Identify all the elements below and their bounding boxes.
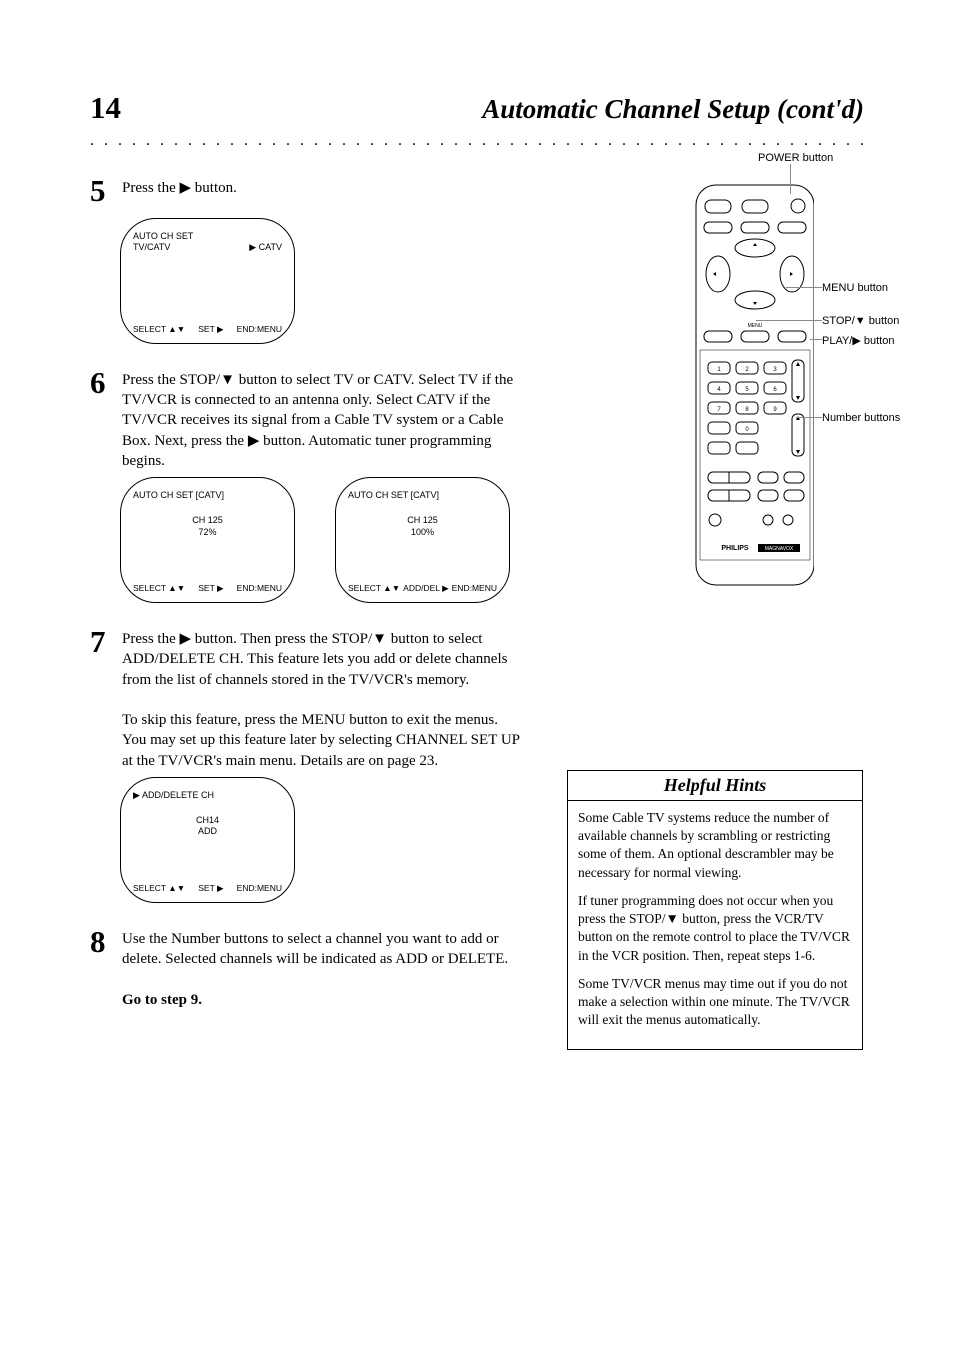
text: To skip this feature, press the MENU but…: [122, 712, 519, 769]
label: SET: [198, 883, 214, 893]
separator-dots: . . . . . . . . . . . . . . . . . . . . …: [90, 132, 864, 150]
arrows-icon: ▲▼: [168, 583, 185, 593]
page-title: Automatic Channel Setup (cont'd): [482, 94, 864, 125]
step-6: 6 Press the STOP/▼ button to select TV o…: [90, 362, 520, 471]
menu-item: TV/CATV: [133, 242, 170, 253]
power-label: POWER button: [758, 152, 833, 164]
label: END:MENU: [237, 324, 282, 335]
text: Go to step 9.: [122, 992, 202, 1008]
text: Press the: [122, 631, 180, 647]
menu-percent: 72%: [133, 527, 282, 538]
onscreen-menu-6b: AUTO CH SET [CATV] CH 125 100% SELECT ▲▼…: [335, 477, 510, 603]
leader-line: [810, 339, 822, 340]
label: SELECT: [133, 324, 166, 334]
leader-line: [796, 417, 822, 418]
leader-line: [790, 164, 791, 194]
page-number: 14: [90, 90, 121, 126]
menu-channel: CH14: [133, 815, 282, 826]
step-5: 5 Press the ▶ button.: [90, 170, 520, 212]
label: SELECT: [348, 583, 381, 593]
menu-percent: 100%: [348, 527, 497, 538]
step-7: 7 Press the ▶ button. Then press the STO…: [90, 621, 520, 771]
leader-line: [756, 320, 822, 321]
menu-item: AUTO CH SET: [133, 231, 193, 242]
arrows-icon: ▲▼: [168, 883, 185, 893]
label: SELECT: [133, 583, 166, 593]
menu-item: ADD/DELETE CH: [142, 790, 214, 800]
menu-value: ADD: [133, 826, 282, 837]
arrow-icon: ▶: [442, 583, 449, 593]
label: SET: [198, 583, 214, 593]
tips-paragraph: Some TV/VCR menus may time out if you do…: [578, 975, 852, 1030]
tips-title: Helpful Hints: [568, 771, 862, 801]
stop-label: STOP/▼ button: [822, 315, 899, 327]
menu-channel: CH 125: [348, 515, 497, 526]
menu-title: AUTO CH SET [CATV]: [133, 490, 282, 501]
remote-diagram: POWER button MENU button STOP/▼ button P…: [600, 170, 814, 590]
svg-text:MENU: MENU: [748, 323, 763, 329]
arrows-icon: ▲▼: [383, 583, 400, 593]
step-number: 6: [90, 362, 122, 404]
leader-line: [786, 287, 822, 288]
label: ADD/DEL: [403, 583, 440, 593]
menu-title: AUTO CH SET [CATV]: [348, 490, 497, 501]
arrow-icon: ▶: [217, 883, 224, 893]
menu-channel: CH 125: [133, 515, 282, 526]
arrow-icon: ▶: [217, 583, 224, 593]
text: Press the: [122, 180, 180, 196]
text: Use the Number buttons to select a chann…: [122, 931, 508, 967]
label: END:MENU: [452, 583, 497, 594]
label: SET: [198, 324, 214, 334]
text: button.: [191, 180, 237, 196]
down-icon: ▼: [372, 630, 387, 647]
step-number: 8: [90, 921, 122, 963]
play-icon: ▶: [180, 179, 192, 196]
tips-paragraph: Some Cable TV systems reduce the number …: [578, 809, 852, 882]
arrow-icon: ▶: [217, 324, 224, 334]
arrow-icon: ▶: [249, 242, 256, 252]
menu-label: MENU button: [822, 282, 888, 294]
number-label: Number buttons: [822, 412, 900, 424]
remote-svg: MENU 1 2 3 4 5 6 7 8 9 0: [600, 170, 814, 590]
menu-value: CATV: [259, 242, 282, 252]
label: END:MENU: [237, 883, 282, 894]
onscreen-menu-7: ▶ ADD/DELETE CH CH14 ADD SELECT ▲▼ SET ▶…: [120, 777, 295, 903]
step-number: 7: [90, 621, 122, 663]
svg-text:MAGNAVOX: MAGNAVOX: [765, 546, 794, 552]
play-icon: ▶: [180, 630, 192, 647]
helpful-hints-box: Helpful Hints Some Cable TV systems redu…: [567, 770, 863, 1050]
tips-paragraph: If tuner programming does not occur when…: [578, 892, 852, 965]
label: SELECT: [133, 883, 166, 893]
onscreen-menu-6a: AUTO CH SET [CATV] CH 125 72% SELECT ▲▼ …: [120, 477, 295, 603]
label: END:MENU: [237, 583, 282, 594]
play-icon: ▶: [248, 432, 260, 449]
svg-text:PHILIPS: PHILIPS: [721, 545, 749, 552]
arrows-icon: ▲▼: [168, 324, 185, 334]
arrow-icon: ▶: [133, 790, 140, 800]
play-label: PLAY/▶ button: [822, 334, 894, 347]
down-icon: ▼: [220, 371, 235, 388]
step-8: 8 Use the Number buttons to select a cha…: [90, 921, 520, 1010]
step-number: 5: [90, 170, 122, 212]
down-icon: ▼: [666, 911, 679, 926]
text: button. Then press the STOP/: [191, 631, 372, 647]
page-header: 14 Automatic Channel Setup (cont'd): [90, 90, 864, 126]
text: Press the STOP/: [122, 372, 220, 388]
onscreen-menu-5: AUTO CH SET TV/CATV ▶ CATV SELECT ▲▼ SET…: [120, 218, 295, 344]
